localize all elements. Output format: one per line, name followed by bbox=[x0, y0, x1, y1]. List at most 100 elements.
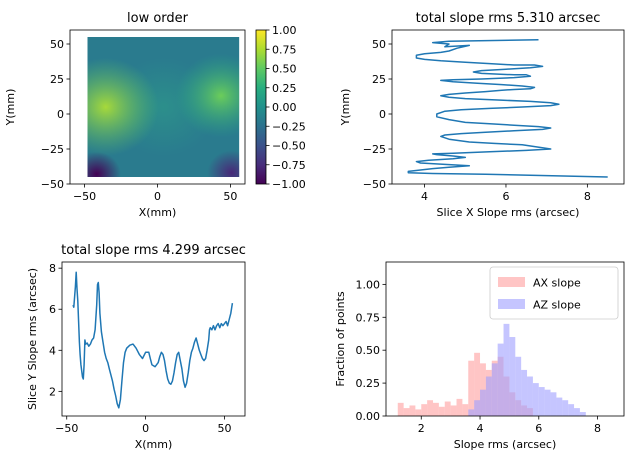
axes-frame bbox=[61, 261, 246, 417]
histogram-bar bbox=[515, 356, 522, 416]
x-tick-label: 0 bbox=[142, 422, 149, 435]
axes-frame bbox=[391, 29, 625, 185]
y-tick-label: 25 bbox=[372, 73, 386, 86]
y-axis-label: Y(mm) bbox=[339, 89, 352, 127]
y-tick-label: 0.75 bbox=[356, 311, 381, 324]
y-tick-label: 0 bbox=[57, 108, 64, 121]
colorbar-tick-label: −1.00 bbox=[272, 178, 306, 191]
y-tick-label: 0.50 bbox=[356, 344, 381, 357]
histogram-bar bbox=[468, 409, 475, 416]
panel-1: −50 0 50 −50 −25 0 25 50 low order X(mm) Y(mm) −1.0… bbox=[4, 11, 306, 219]
colorbar: −1.00 −0.75 −0.50 −0.25 0.00 0.25 0.50 0.75 1.00 bbox=[255, 24, 306, 191]
y-tick-label: 0.00 bbox=[356, 410, 381, 423]
y-tick-label: 8 bbox=[49, 262, 56, 275]
histogram-bar bbox=[462, 404, 469, 416]
x-tick-label: 6 bbox=[502, 190, 509, 203]
y-tick-label: 0.25 bbox=[356, 377, 381, 390]
colorbar-tick-label: 1.00 bbox=[272, 24, 297, 37]
x-tick-label: 8 bbox=[584, 190, 591, 203]
y-tick-label: 6 bbox=[49, 303, 56, 316]
histogram-bar bbox=[433, 402, 439, 416]
histogram-bar bbox=[450, 405, 457, 416]
x-axis-label: X(mm) bbox=[135, 438, 173, 451]
x-tick-label: 0 bbox=[154, 190, 161, 203]
y-tick-label: 4 bbox=[49, 344, 56, 357]
histogram-bar bbox=[438, 406, 445, 416]
histogram-bar bbox=[485, 376, 492, 416]
colorbar-tick-label: 0.00 bbox=[272, 101, 297, 114]
y-tick-label: 50 bbox=[372, 38, 386, 51]
histogram-bar bbox=[556, 397, 563, 416]
histogram-bar bbox=[409, 405, 416, 416]
histogram-bar bbox=[503, 323, 510, 416]
histogram-bar bbox=[574, 408, 580, 416]
heatmap-low-corner bbox=[87, 37, 240, 177]
panel-4: 2 4 6 8 0.00 0.25 0.50 0.75 1.00 Slope rms (arcse… bbox=[334, 261, 625, 451]
histogram-bar bbox=[544, 389, 551, 416]
histogram-bar bbox=[480, 389, 486, 416]
histogram-bar bbox=[444, 401, 451, 416]
histogram-bar bbox=[421, 404, 428, 416]
chart-title: total slope rms 4.299 arcsec bbox=[61, 243, 246, 258]
panel-3: −50 0 50 2 4 6 8 total slope rms 4.299 arcsec X(… bbox=[26, 243, 246, 451]
series-line bbox=[72, 271, 234, 409]
histogram-bar bbox=[538, 387, 545, 416]
chart-title: low order bbox=[127, 11, 189, 26]
x-tick-label: −50 bbox=[73, 190, 96, 203]
x-tick-label: 4 bbox=[477, 422, 484, 435]
colorbar-tick-label: 0.75 bbox=[272, 43, 297, 56]
y-tick-label: 0 bbox=[379, 108, 386, 121]
histogram-bar bbox=[468, 360, 475, 416]
heatmap-image bbox=[87, 37, 240, 177]
y-tick-label: 50 bbox=[50, 38, 64, 51]
panel-2: 4 6 8 −50 −25 0 25 50 total slope rms 5.310 arcs… bbox=[339, 11, 625, 219]
x-tick-label: −50 bbox=[55, 422, 78, 435]
y-tick-label: −25 bbox=[41, 143, 64, 156]
histogram-bar bbox=[579, 412, 586, 416]
histogram-bar bbox=[427, 400, 434, 416]
x-tick-label: 2 bbox=[418, 422, 425, 435]
legend: AX slope AZ slope bbox=[489, 266, 619, 320]
y-tick-label: −50 bbox=[41, 178, 64, 191]
histogram-bar bbox=[509, 337, 516, 416]
colorbar-tick-label: 0.25 bbox=[272, 82, 297, 95]
colorbar-gradient bbox=[256, 30, 266, 184]
chart-title: total slope rms 5.310 arcsec bbox=[416, 11, 601, 26]
histogram-bar bbox=[456, 398, 463, 416]
legend-label: AZ slope bbox=[533, 299, 581, 312]
histogram-bar bbox=[415, 409, 422, 416]
colorbar-tick-label: 0.50 bbox=[272, 63, 297, 76]
x-axis-label: Slice X Slope rms (arcsec) bbox=[437, 206, 580, 219]
y-axis-label: Slice Y Slope rms (arcsec) bbox=[26, 268, 39, 410]
x-tick-label: 50 bbox=[217, 422, 231, 435]
legend-swatch bbox=[498, 299, 525, 309]
y-tick-label: −50 bbox=[363, 178, 386, 191]
histogram-bar bbox=[397, 402, 404, 416]
y-axis-label: Y(mm) bbox=[4, 89, 17, 127]
colorbar-tick-label: −0.75 bbox=[272, 159, 306, 172]
series-az-slope bbox=[468, 323, 586, 416]
colorbar-tick-label: −0.25 bbox=[272, 120, 306, 133]
y-tick-label: 2 bbox=[49, 385, 56, 398]
y-axis-label: Fraction of points bbox=[334, 291, 347, 387]
legend-swatch bbox=[498, 277, 525, 287]
colorbar-tick-label: −0.50 bbox=[272, 140, 306, 153]
x-tick-label: 50 bbox=[223, 190, 237, 203]
histogram-bar bbox=[474, 400, 481, 416]
histogram-bar bbox=[491, 363, 498, 416]
histogram-bar bbox=[497, 343, 504, 416]
y-tick-label: 1.00 bbox=[356, 278, 381, 291]
legend-label: AX slope bbox=[533, 277, 581, 290]
x-tick-label: 6 bbox=[535, 422, 542, 435]
x-axis-label: X(mm) bbox=[139, 206, 177, 219]
y-tick-label: −25 bbox=[363, 143, 386, 156]
histogram-bar bbox=[532, 383, 539, 416]
axes-frame bbox=[385, 261, 625, 417]
y-tick-label: 25 bbox=[50, 73, 64, 86]
x-axis-label: Slope rms (arcsec) bbox=[454, 438, 557, 451]
histogram-bar bbox=[568, 404, 575, 416]
series-line bbox=[407, 39, 608, 178]
histogram-bar bbox=[562, 400, 569, 416]
histogram-bar bbox=[474, 352, 481, 416]
